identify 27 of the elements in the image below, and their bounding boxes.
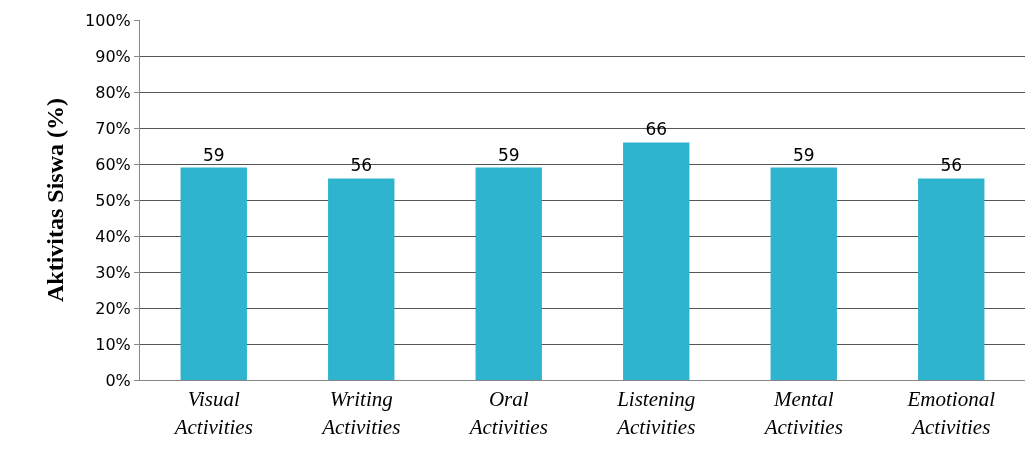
y-tick-label: 10% xyxy=(95,334,131,354)
y-tick-label: 100% xyxy=(85,10,131,30)
bar xyxy=(918,178,985,380)
data-label: 59 xyxy=(792,144,815,165)
y-axis-title: Aktivitas Siswa (%) xyxy=(42,97,69,303)
bar xyxy=(770,167,837,380)
y-tick-label: 20% xyxy=(95,298,131,318)
y-tick-label: 70% xyxy=(95,118,131,138)
y-tick-label: 0% xyxy=(105,370,131,390)
x-tick-label: Mental Activities xyxy=(762,387,843,439)
bar xyxy=(475,167,542,380)
x-tick-label: Visual Activities xyxy=(172,387,253,439)
x-tick-label: Emotional Activities xyxy=(906,387,996,439)
y-tick-label: 40% xyxy=(95,226,131,246)
x-tick-label: Listening Activities xyxy=(615,387,696,439)
y-tick-label: 30% xyxy=(95,262,131,282)
x-tick-label: Writing Activities xyxy=(320,387,401,439)
data-label: 59 xyxy=(497,144,520,165)
data-label: 59 xyxy=(202,144,225,165)
y-tick-label: 50% xyxy=(95,190,131,210)
x-tick-label: Oral Activities xyxy=(467,387,548,439)
y-tick-label: 60% xyxy=(95,154,131,174)
bar xyxy=(328,178,395,380)
bar xyxy=(623,142,690,380)
y-tick-label: 80% xyxy=(95,82,131,102)
y-tick-label: 90% xyxy=(95,46,131,66)
bar xyxy=(180,167,247,380)
